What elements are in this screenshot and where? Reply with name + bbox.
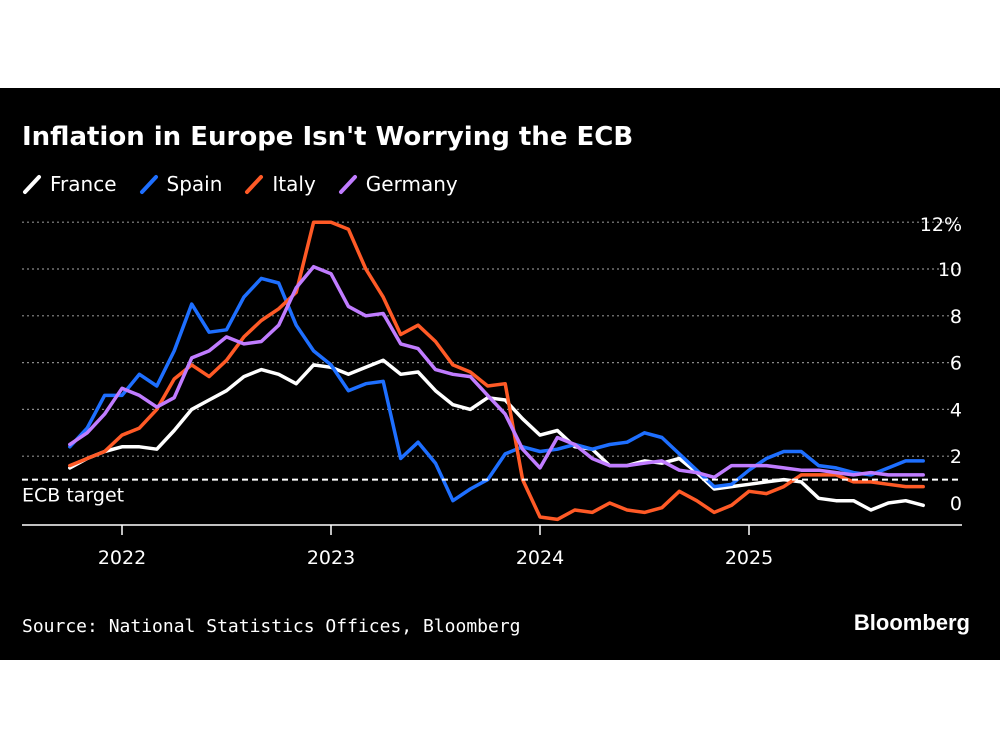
x-tick-label-2022: 2022: [98, 547, 146, 569]
legend-swatch-spain: [139, 175, 158, 194]
legend-entry-germany: Germany: [338, 172, 458, 196]
plot-area: 0 2 4 6 8 10 12% 2022 2023 2024 2025 ECB target: [22, 214, 962, 569]
x-tick-label-2025: 2025: [725, 547, 773, 569]
legend-label-italy: Italy: [272, 172, 316, 196]
series-line-italy: [68, 220, 925, 522]
legend-label-germany: Germany: [365, 172, 458, 196]
x-tick-label-2024: 2024: [516, 547, 564, 569]
legend-entry-spain: Spain: [139, 172, 223, 196]
series-line-spain: [68, 276, 925, 503]
legend: France Spain Italy Germany: [22, 172, 458, 196]
series-line-germany: [68, 264, 925, 480]
y-tick-label-4: 4: [950, 399, 962, 421]
y-tick-label-12: 12%: [920, 214, 962, 236]
y-tick-label-6: 6: [950, 353, 962, 375]
legend-entry-italy: Italy: [244, 172, 316, 196]
legend-swatch-france: [23, 175, 41, 194]
legend-swatch-france-mark: [23, 175, 41, 194]
legend-swatch-spain-mark: [139, 175, 158, 194]
series-line-france: [68, 358, 925, 512]
ecb-target-label: ECB target: [22, 485, 124, 507]
y-tick-label-8: 8: [950, 306, 962, 328]
legend-swatch-italy: [245, 175, 264, 194]
legend-label-france: France: [50, 172, 117, 196]
chart-title: Inflation in Europe Isn't Worrying the E…: [22, 122, 634, 152]
legend-entry-france: France: [22, 172, 117, 196]
legend-swatch-germany: [338, 175, 357, 194]
y-tick-label-0: 0: [950, 493, 962, 515]
y-tick-label-10: 10: [938, 259, 962, 281]
chart-panel: Inflation in Europe Isn't Worrying the E…: [0, 88, 1000, 660]
y-tick-label-2: 2: [950, 446, 962, 468]
bloomberg-logo: Bloomberg: [853, 610, 970, 635]
x-tick-label-2023: 2023: [307, 547, 355, 569]
legend-swatch-italy-mark: [245, 175, 264, 194]
legend-label-spain: Spain: [166, 172, 223, 196]
legend-swatch-germany-mark: [338, 175, 357, 194]
source-note: Source: National Statistics Offices, Blo…: [22, 616, 521, 637]
